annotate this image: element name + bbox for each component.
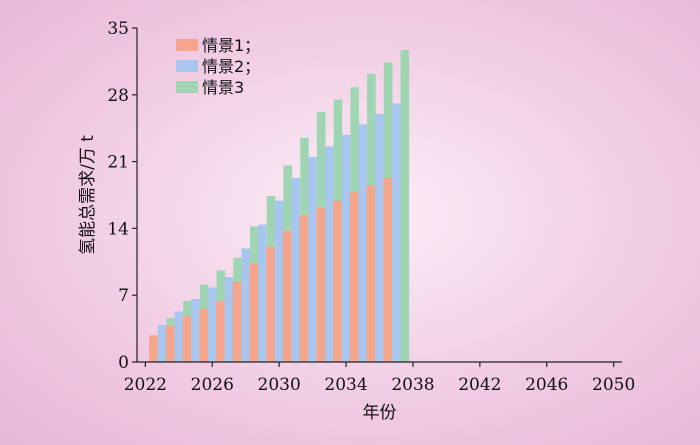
bar-series-1-2034 bbox=[333, 200, 342, 362]
bar-series-2-2036 bbox=[375, 113, 384, 362]
x-tick-label: 2046 bbox=[525, 375, 568, 395]
bar-series-1-2025 bbox=[182, 316, 192, 362]
bar-series-1-2028 bbox=[232, 281, 242, 362]
legend: 情景1； 情景2； 情景3 bbox=[176, 36, 260, 97]
x-tick-label: 2022 bbox=[124, 375, 167, 395]
bars-layer bbox=[149, 49, 410, 363]
bar-series-2-2024 bbox=[174, 311, 184, 362]
x-tick-label: 2026 bbox=[191, 375, 234, 395]
x-tick-label: 2034 bbox=[324, 375, 367, 395]
bar-series-1-2023 bbox=[149, 335, 158, 362]
x-tick-label: 2042 bbox=[458, 375, 501, 395]
bar-series-2-2031 bbox=[291, 177, 301, 362]
y-ticks: 0 7 14 21 28 35 bbox=[107, 19, 137, 373]
bar-series-2-2023 bbox=[157, 324, 167, 362]
bar-series-1-2030 bbox=[266, 246, 275, 362]
bar-series-1-2032 bbox=[299, 215, 309, 362]
legend-swatch-1 bbox=[176, 39, 198, 51]
bar-series-2-2035 bbox=[358, 124, 368, 362]
y-axis-title: 氢能总需求/万 t bbox=[78, 135, 98, 255]
bar-series-2-2025 bbox=[191, 299, 200, 362]
x-tick-label: 2030 bbox=[258, 375, 301, 395]
bar-series-3-2037 bbox=[400, 49, 410, 362]
bar-series-2-2030 bbox=[274, 200, 284, 362]
legend-swatch-3 bbox=[176, 81, 198, 93]
x-tick-label: 2050 bbox=[592, 375, 635, 395]
y-tick-label: 21 bbox=[107, 153, 129, 173]
bar-series-2-2033 bbox=[325, 146, 334, 362]
bar-series-1-2029 bbox=[249, 263, 259, 362]
y-tick-label: 28 bbox=[107, 86, 129, 106]
legend-swatch-2 bbox=[176, 60, 198, 72]
bar-series-1-2035 bbox=[349, 192, 359, 362]
bar-series-2-2037 bbox=[391, 103, 401, 362]
y-tick-label: 14 bbox=[107, 219, 129, 239]
x-tick-label: 2038 bbox=[391, 375, 434, 395]
bar-series-1-2033 bbox=[316, 207, 326, 362]
bar-series-1-2031 bbox=[282, 230, 292, 362]
y-tick-label: 0 bbox=[118, 353, 129, 373]
y-tick-label: 7 bbox=[118, 286, 129, 306]
x-axis-title: 年份 bbox=[363, 403, 397, 423]
bar-series-2-2028 bbox=[241, 248, 251, 362]
bar-series-2-2032 bbox=[308, 156, 317, 362]
bar-series-2-2029 bbox=[258, 224, 267, 362]
legend-label-3: 情景3 bbox=[202, 78, 244, 97]
bar-series-1-2037 bbox=[383, 177, 392, 362]
bar-series-1-2036 bbox=[366, 185, 376, 362]
bar-series-2-2034 bbox=[341, 134, 351, 362]
legend-label-2: 情景2； bbox=[202, 57, 260, 76]
bar-series-1-2026 bbox=[199, 308, 208, 362]
bar-series-1-2024 bbox=[165, 325, 175, 362]
axes-layer bbox=[136, 28, 622, 363]
bar-series-2-2027 bbox=[224, 277, 234, 362]
y-tick-label: 35 bbox=[107, 19, 129, 39]
x-ticks: 2022 2026 2030 2034 2038 2042 2046 2050 bbox=[124, 362, 635, 395]
legend-label-1: 情景1； bbox=[202, 36, 260, 55]
bar-series-1-2027 bbox=[216, 300, 225, 362]
bar-series-2-2026 bbox=[207, 287, 217, 362]
